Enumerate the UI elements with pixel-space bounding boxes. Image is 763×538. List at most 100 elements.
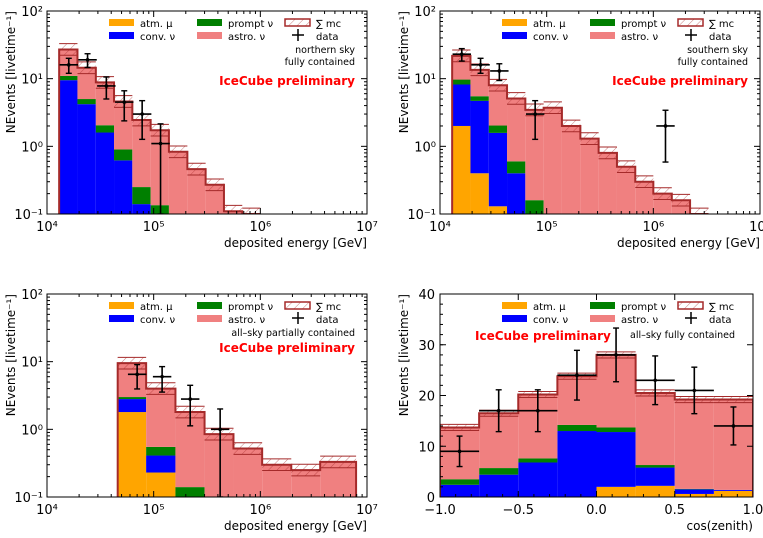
data-point bbox=[536, 408, 540, 413]
bar-conv-nu bbox=[77, 104, 96, 214]
data-point bbox=[496, 408, 501, 413]
legend-swatch bbox=[109, 19, 134, 26]
data-point bbox=[459, 52, 464, 56]
bar-astro-nu bbox=[95, 82, 115, 126]
legend-swatch bbox=[590, 302, 615, 309]
legend: atm. μ conv. ν prompt ν astro. ν ∑ mc data bbox=[502, 18, 734, 43]
y-tick-label: 10¹ bbox=[414, 73, 436, 88]
bar-astro-nu bbox=[635, 181, 654, 214]
x-tick-label: 10⁵ bbox=[143, 503, 165, 518]
bar-prompt-nu bbox=[674, 488, 714, 490]
bar-prompt-nu bbox=[635, 465, 675, 468]
bar-conv-nu bbox=[635, 467, 675, 486]
x-tick-label: 10⁴ bbox=[36, 503, 58, 518]
legend-swatch bbox=[284, 301, 311, 310]
sum-mc-line bbox=[116, 362, 358, 497]
bar-conv-nu bbox=[518, 462, 558, 497]
x-tick-label: 10⁶ bbox=[249, 220, 271, 235]
legend-swatch bbox=[109, 302, 134, 309]
legend-label: atm. μ bbox=[140, 19, 173, 30]
bar-astro-nu bbox=[598, 152, 617, 214]
legend-label: data bbox=[709, 32, 732, 43]
data-point bbox=[575, 373, 579, 378]
sky-annotation: fully contained bbox=[285, 57, 355, 68]
bar-astro-nu bbox=[507, 98, 526, 162]
bar-prompt-nu bbox=[95, 125, 115, 133]
bar-conv-nu bbox=[95, 132, 115, 214]
bar-astro-nu bbox=[561, 125, 581, 214]
legend-label: atm. μ bbox=[533, 19, 566, 30]
legend-swatch bbox=[109, 32, 134, 39]
legend-swatch bbox=[197, 302, 222, 309]
plot-area bbox=[116, 356, 358, 497]
bar-atm-mu bbox=[635, 485, 675, 497]
bar-prompt-nu bbox=[117, 397, 147, 400]
legend-swatch bbox=[502, 315, 527, 322]
bar-atm-mu bbox=[146, 472, 176, 497]
bar-astro-nu bbox=[132, 119, 151, 188]
legend-label: data bbox=[316, 32, 339, 43]
y-tick-label: 10¹ bbox=[21, 73, 43, 88]
bar-conv-nu bbox=[470, 100, 489, 174]
bar-prompt-nu bbox=[507, 161, 526, 174]
legend-swatch bbox=[197, 19, 222, 26]
sky-annotation: northern sky bbox=[295, 45, 355, 56]
bar-prompt-nu bbox=[77, 99, 96, 105]
plot-area bbox=[58, 43, 261, 214]
bar-prompt-nu bbox=[525, 200, 544, 214]
bar-astro-nu bbox=[168, 151, 188, 214]
y-tick-label: 40 bbox=[418, 288, 435, 303]
y-tick-label: 10⁻¹ bbox=[14, 208, 43, 223]
axes-frame bbox=[46, 293, 368, 498]
bar-conv-nu bbox=[452, 84, 471, 126]
bar-prompt-nu bbox=[479, 468, 519, 475]
sky-annotation: all–sky partially contained bbox=[231, 328, 355, 339]
y-tick-label: 10² bbox=[21, 288, 43, 303]
data-point bbox=[533, 112, 537, 116]
bar-atm-mu bbox=[488, 206, 508, 214]
legend-label: atm. μ bbox=[140, 302, 173, 313]
y-tick-label: 10⁰ bbox=[414, 140, 436, 155]
legend-swatch bbox=[197, 32, 222, 39]
bar-conv-nu bbox=[440, 484, 480, 497]
legend-label: ∑ mc bbox=[709, 19, 734, 30]
legend-label: ∑ mc bbox=[316, 19, 341, 30]
bar-conv-nu bbox=[479, 474, 519, 497]
bar-prompt-nu bbox=[557, 424, 597, 432]
bar-atm-mu bbox=[470, 173, 489, 214]
data-point bbox=[158, 141, 163, 146]
bar-prompt-nu bbox=[59, 75, 78, 81]
sky-annotation: all–sky fully contained bbox=[630, 330, 735, 341]
legend-label: prompt ν bbox=[228, 302, 274, 313]
bar-astro-nu bbox=[674, 399, 714, 489]
x-tick-label: −0.5 bbox=[502, 503, 534, 518]
y-axis-label: NEvents [livetime⁻¹] bbox=[4, 294, 18, 416]
legend-label: data bbox=[709, 315, 732, 326]
legend-swatch bbox=[502, 32, 527, 39]
legend-label: prompt ν bbox=[621, 302, 667, 313]
x-axis-label: cos(zenith) bbox=[687, 519, 754, 533]
bar-conv-nu bbox=[117, 399, 147, 413]
legend-swatch bbox=[590, 32, 615, 39]
x-axis-label: deposited energy [GeV] bbox=[224, 236, 367, 250]
y-tick-label: 10⁻¹ bbox=[407, 208, 436, 223]
bar-conv-nu bbox=[59, 80, 78, 214]
legend-label: ∑ mc bbox=[709, 302, 734, 313]
bar-prompt-nu bbox=[488, 125, 508, 133]
y-tick-label: 10² bbox=[21, 5, 43, 20]
chart-panel-2: 10⁴ 10⁵ 10⁶ 10⁷ 10⁻¹ 10⁰ 10¹ 10² deposited energ… bbox=[397, 5, 763, 250]
icecube-watermark: IceCube preliminary bbox=[612, 74, 748, 88]
bar-conv-nu bbox=[596, 432, 636, 487]
legend-label: conv. ν bbox=[140, 32, 175, 43]
y-axis-label: NEvents [livetime⁻¹] bbox=[397, 11, 411, 133]
legend-swatch bbox=[284, 18, 311, 27]
legend-label: astro. ν bbox=[228, 315, 265, 326]
bar-atm-mu bbox=[674, 493, 714, 497]
y-tick-label: 10² bbox=[414, 5, 436, 20]
x-axis-label: deposited energy [GeV] bbox=[617, 236, 760, 250]
x-tick-label: 0.0 bbox=[586, 503, 607, 518]
data-point bbox=[85, 58, 90, 62]
bar-astro-nu bbox=[580, 138, 599, 214]
bar-prompt-nu bbox=[596, 427, 636, 433]
